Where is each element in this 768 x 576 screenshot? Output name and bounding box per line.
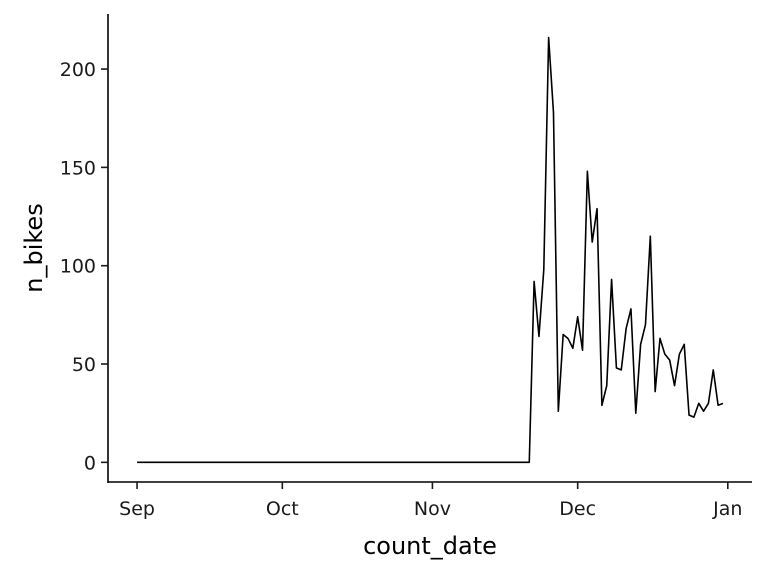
x-axis-title: count_date bbox=[363, 532, 497, 560]
x-tick-label: Sep bbox=[119, 498, 155, 520]
x-tick-label: Oct bbox=[266, 498, 299, 520]
series-group bbox=[137, 36, 724, 464]
x-ticks: Sep Oct Nov Dec Jan bbox=[119, 482, 742, 520]
y-tick-label: 150 bbox=[60, 157, 96, 179]
axes bbox=[107, 14, 752, 483]
y-tick-label: 100 bbox=[60, 256, 96, 278]
x-tick-label: Nov bbox=[414, 498, 451, 520]
y-tick-label: 50 bbox=[72, 354, 96, 376]
y-tick-label: 0 bbox=[84, 452, 96, 474]
y-axis-title: n_bikes bbox=[20, 203, 48, 292]
x-tick-label: Jan bbox=[712, 498, 742, 520]
x-tick-label: Dec bbox=[559, 498, 596, 520]
y-tick-label: 200 bbox=[60, 59, 96, 81]
y-ticks: 0 50 100 150 200 bbox=[60, 59, 108, 474]
series-line bbox=[137, 36, 724, 464]
